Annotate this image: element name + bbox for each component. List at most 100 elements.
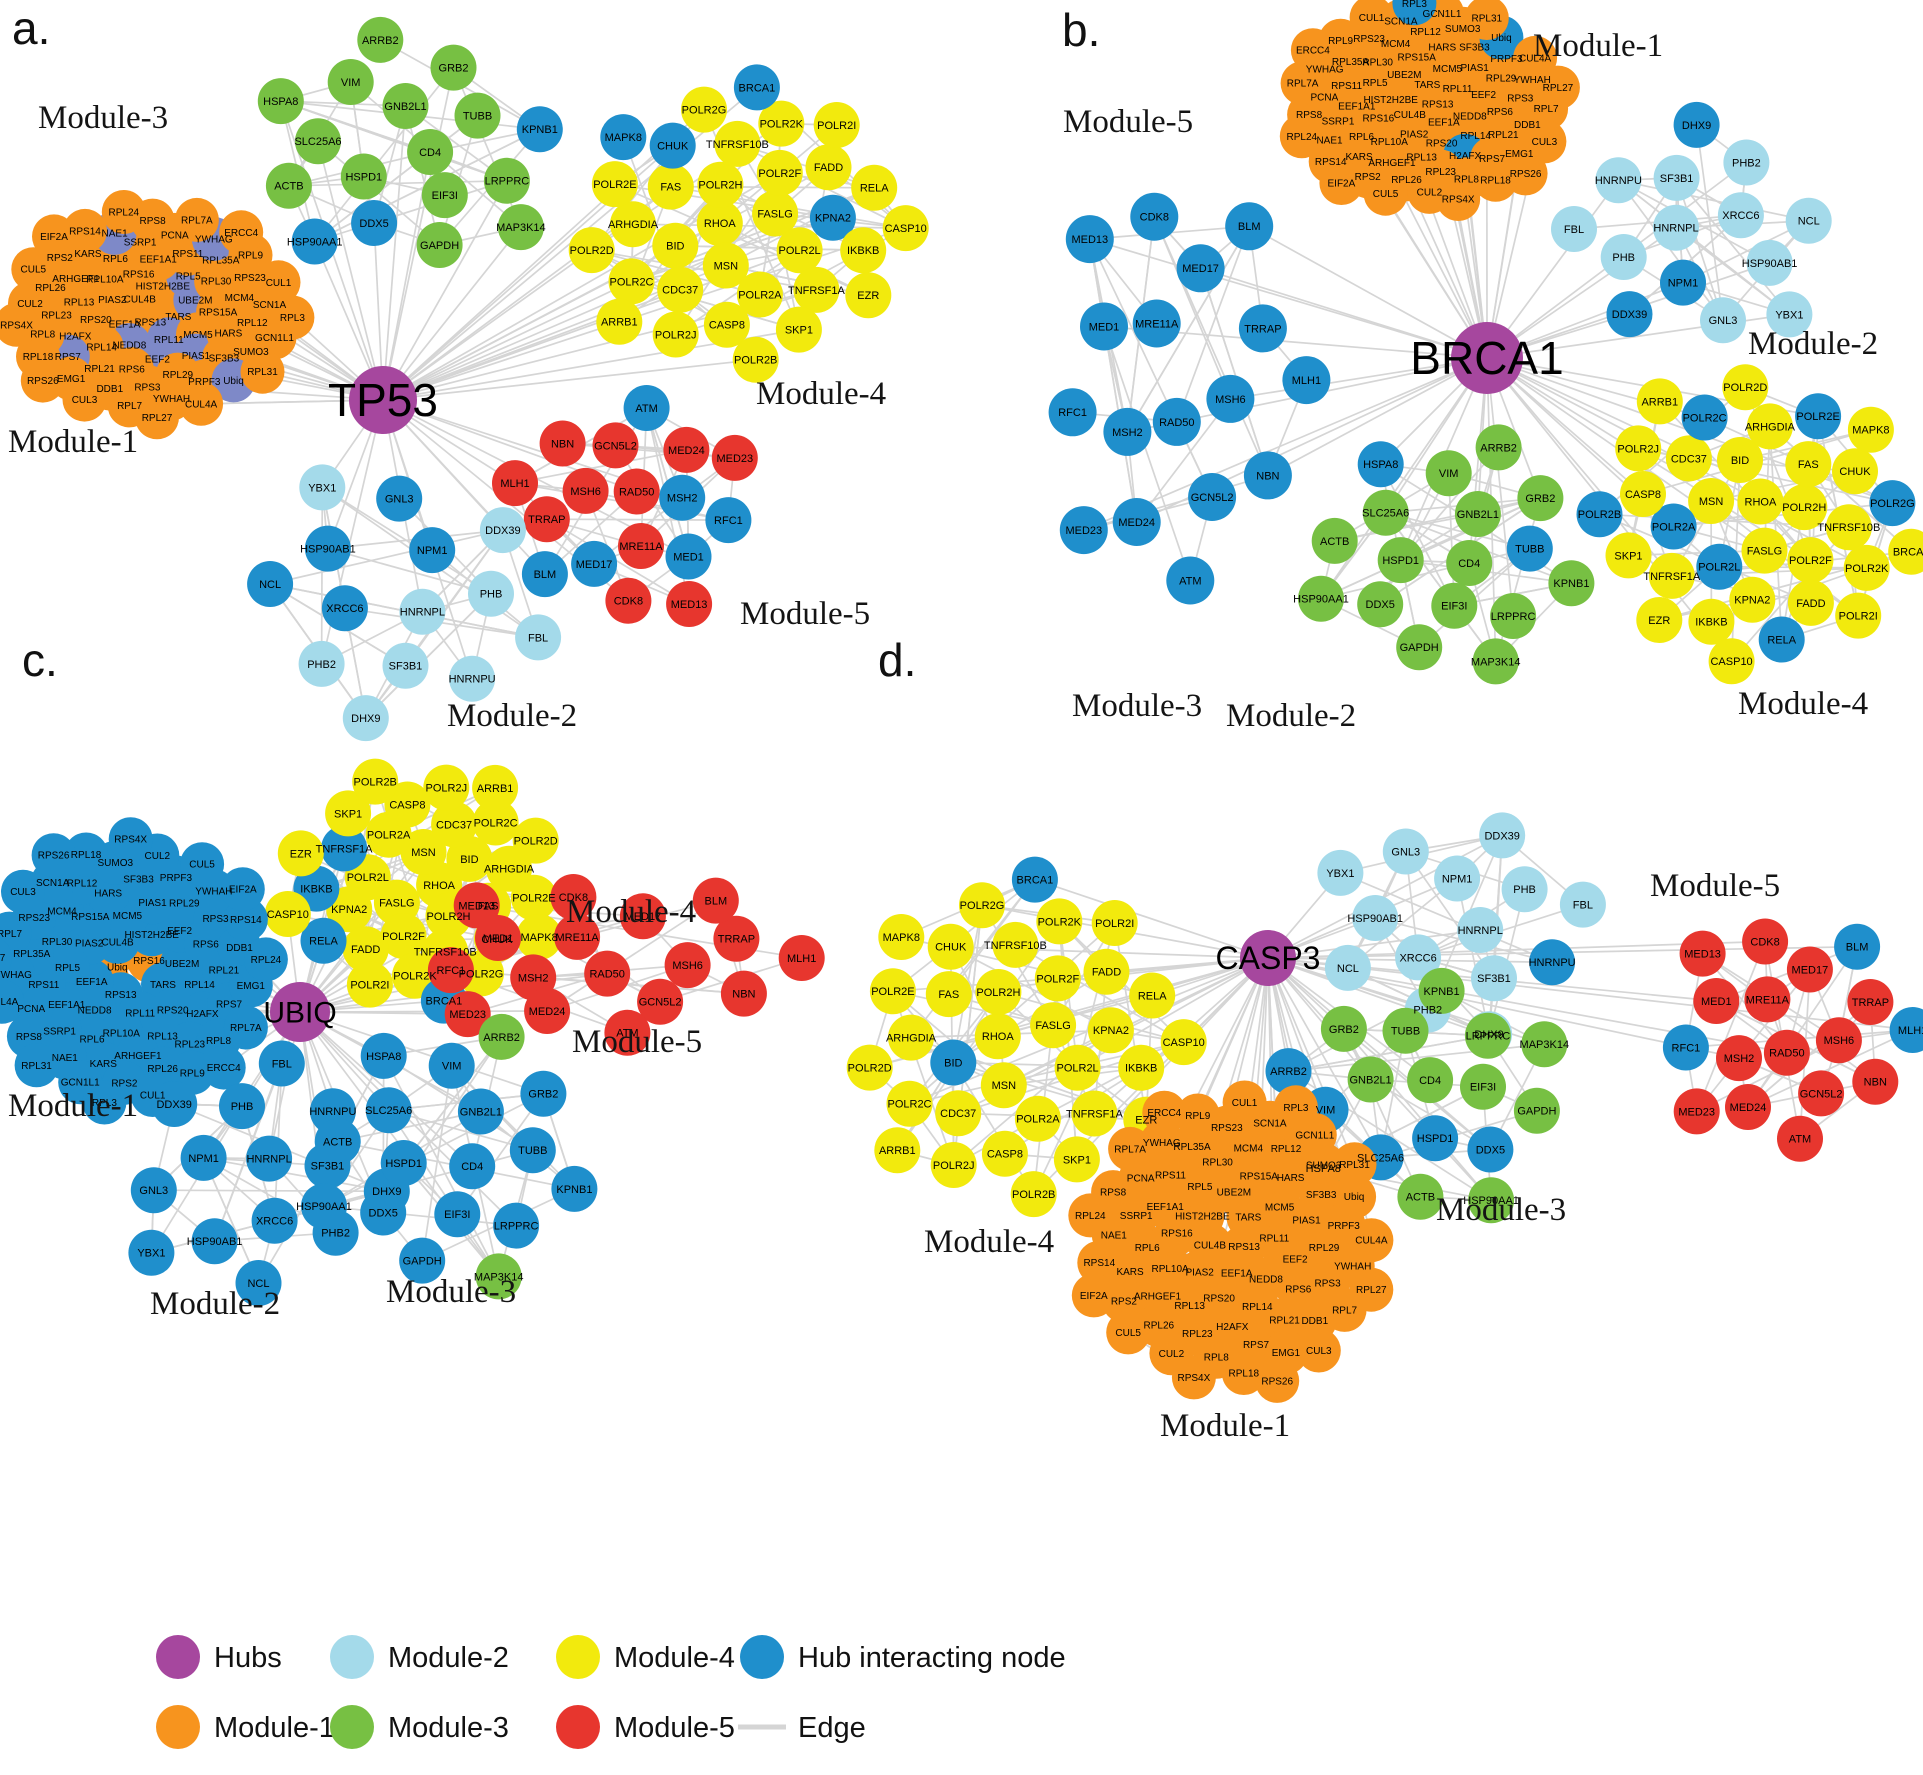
node-DHX9[interactable] — [342, 695, 389, 742]
node-CDK8[interactable] — [1742, 918, 1789, 965]
node-MED24[interactable] — [524, 988, 571, 1034]
node-MSN[interactable] — [980, 1062, 1027, 1109]
node-RAD50[interactable] — [1763, 1029, 1810, 1076]
node-RPS26[interactable] — [20, 358, 65, 403]
node-MED17[interactable] — [1786, 946, 1833, 993]
node-CASP8[interactable] — [384, 781, 431, 828]
node-MSH2[interactable] — [1103, 407, 1152, 456]
node-MAPK8[interactable] — [1847, 406, 1894, 453]
node-SKP1[interactable] — [775, 306, 822, 353]
node-FBL[interactable] — [1551, 206, 1597, 252]
node-CUL4A[interactable] — [1513, 35, 1558, 80]
node-HNRNPL[interactable] — [1457, 907, 1504, 953]
node-ARRB1[interactable] — [596, 298, 643, 345]
node-ARRB1[interactable] — [1636, 378, 1683, 425]
node-BLM[interactable] — [692, 877, 739, 924]
node-CUL5[interactable] — [1106, 1310, 1151, 1355]
node-IKBKB[interactable] — [840, 227, 887, 274]
node-SKP1[interactable] — [1605, 532, 1652, 579]
node-PHB[interactable] — [219, 1083, 265, 1130]
node-IKBKB[interactable] — [1688, 598, 1735, 645]
node-POLR2G[interactable] — [959, 882, 1005, 929]
node-RPL7A[interactable] — [174, 197, 219, 242]
hub-CASP3[interactable] — [1240, 930, 1296, 986]
node-TNFRSF10B[interactable] — [992, 921, 1039, 968]
node-RPS4X[interactable] — [108, 817, 153, 862]
node-MED1[interactable] — [1693, 978, 1740, 1024]
node-MRE11A[interactable] — [1132, 299, 1181, 348]
node-CASP8[interactable] — [981, 1130, 1028, 1177]
node-POLR2F[interactable] — [380, 913, 427, 959]
node-RPL31[interactable] — [240, 349, 285, 394]
node-CASP10[interactable] — [1160, 1019, 1207, 1066]
node-FAS[interactable] — [925, 971, 972, 1018]
hub-TP53[interactable] — [349, 366, 417, 434]
node-ARHGDIA[interactable] — [888, 1014, 934, 1061]
node-HSP90AA1[interactable] — [1298, 575, 1344, 622]
node-POLR2H[interactable] — [697, 161, 744, 208]
node-BID[interactable] — [446, 835, 493, 882]
node-RPL7[interactable] — [0, 911, 32, 956]
node-CUL4A[interactable] — [179, 381, 224, 426]
node-NPM1[interactable] — [1434, 855, 1481, 902]
node-POLR2E[interactable] — [510, 874, 557, 921]
node-RFC1[interactable] — [427, 947, 474, 994]
node-FBL[interactable] — [515, 614, 562, 661]
node-MED23[interactable] — [1059, 506, 1108, 555]
node-GRB2[interactable] — [1517, 475, 1564, 522]
node-DHX9[interactable] — [1673, 101, 1720, 148]
node-GNB2L1[interactable] — [1347, 1056, 1394, 1103]
node-GNL3[interactable] — [130, 1167, 177, 1214]
node-MED23[interactable] — [711, 434, 758, 481]
node-EIF3I[interactable] — [434, 1191, 481, 1238]
node-MED24[interactable] — [663, 426, 710, 473]
node-Ubiq[interactable] — [89, 937, 145, 991]
node-SKP1[interactable] — [325, 790, 372, 837]
node-MSH2[interactable] — [659, 474, 706, 521]
node-HSP90AB1[interactable] — [1746, 239, 1793, 286]
node-MED23[interactable] — [1673, 1088, 1720, 1135]
node-POLR2F[interactable] — [1787, 537, 1834, 584]
node-RPL3[interactable] — [270, 295, 315, 340]
node-TRRAP[interactable] — [713, 915, 760, 962]
node-POLR2J[interactable] — [423, 764, 470, 811]
node-YBX1[interactable] — [128, 1229, 175, 1276]
hub-BRCA1[interactable] — [1451, 322, 1523, 394]
node-IKBKB[interactable] — [1118, 1044, 1165, 1091]
node-POLR2L[interactable] — [1054, 1044, 1101, 1091]
node-CUL5[interactable] — [1363, 171, 1408, 216]
node-EIF2A[interactable] — [1071, 1273, 1116, 1318]
node-CASP8[interactable] — [1620, 471, 1666, 517]
node-RPS26[interactable] — [1503, 151, 1548, 196]
node-POLR2K[interactable] — [1843, 544, 1890, 591]
node-DDX39[interactable] — [1606, 291, 1653, 338]
node-RFC1[interactable] — [1662, 1024, 1709, 1071]
node-HSP90AA1[interactable] — [1468, 1177, 1515, 1224]
node-ARRB2[interactable] — [1475, 424, 1522, 471]
node-CASP10[interactable] — [1708, 638, 1755, 685]
node-SLC25A6[interactable] — [365, 1087, 412, 1134]
node-POLR2D[interactable] — [846, 1044, 893, 1091]
node-PHB[interactable] — [468, 570, 514, 617]
node-TNFRSF1A[interactable] — [1071, 1090, 1118, 1137]
node-MSH6[interactable] — [562, 467, 609, 514]
node-NBN[interactable] — [1243, 451, 1292, 500]
node-POLR2I[interactable] — [1091, 900, 1138, 946]
node-XRCC6[interactable] — [251, 1197, 298, 1244]
node-ERCC4[interactable] — [201, 1045, 246, 1090]
node-CUL3[interactable] — [1296, 1328, 1341, 1373]
node-TUBB[interactable] — [509, 1127, 556, 1174]
node-HSP90AB1[interactable] — [191, 1218, 238, 1265]
node-POLR2B[interactable] — [732, 336, 779, 383]
node-BRCA1[interactable] — [1011, 856, 1058, 903]
node-CD4[interactable] — [1407, 1057, 1454, 1104]
node-DDX39[interactable] — [151, 1081, 198, 1127]
node-FADD[interactable] — [1083, 948, 1130, 995]
node-MAP3K14[interactable] — [475, 1253, 522, 1300]
node-EZR[interactable] — [845, 272, 892, 319]
node-MSH6[interactable] — [1206, 374, 1255, 423]
node-BRCA1[interactable] — [1888, 528, 1923, 575]
node-TNFRSF1A[interactable] — [1648, 552, 1695, 599]
node-CASP8[interactable] — [703, 301, 750, 348]
node-CHUK[interactable] — [649, 122, 696, 169]
